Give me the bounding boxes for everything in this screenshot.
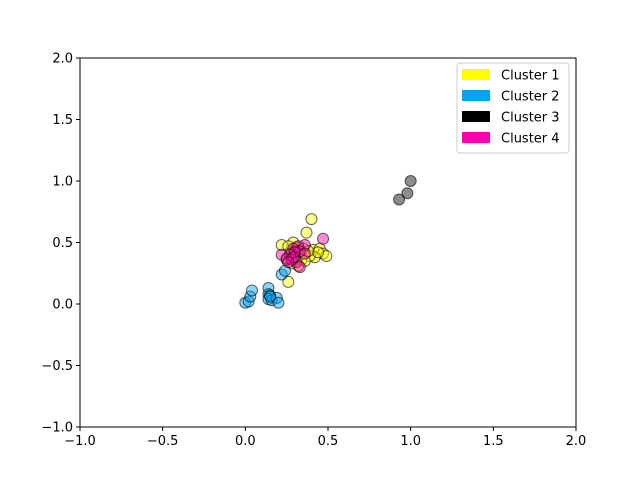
data-point-cluster-1 xyxy=(300,226,313,239)
data-point-cluster-4 xyxy=(298,247,311,260)
legend-swatch-cluster-2 xyxy=(462,90,490,101)
y-tick-label: −1.0 xyxy=(41,421,73,436)
data-point-cluster-2 xyxy=(245,284,258,297)
data-point-cluster-1 xyxy=(312,246,325,259)
y-tick-label: 1.0 xyxy=(52,175,73,190)
points-layer xyxy=(239,175,417,309)
legend-label-cluster-3: Cluster 3 xyxy=(501,111,560,126)
x-tick-label: 1.0 xyxy=(400,434,421,449)
data-point-cluster-2 xyxy=(275,268,288,281)
legend: Cluster 1 Cluster 2 Cluster 3 Cluster 4 xyxy=(456,62,570,154)
legend-swatch-cluster-4 xyxy=(462,132,490,143)
x-tick-label: 0.0 xyxy=(235,434,256,449)
data-point-cluster-4 xyxy=(293,261,306,274)
y-tick-label: 0.5 xyxy=(52,236,73,251)
data-point-cluster-3 xyxy=(404,175,417,187)
y-tick-label: 1.5 xyxy=(52,113,73,128)
x-tick-label: −0.5 xyxy=(147,434,179,449)
axis-layer: −1.0 −0.5 0.0 0.5 1.0 1.5 2.0 −1.0 −0.5 0.0 0.5 1.0… xyxy=(41,52,586,450)
data-point-cluster-1 xyxy=(282,275,295,288)
y-tick-label: 0.0 xyxy=(52,298,73,313)
data-point-cluster-3 xyxy=(401,187,414,200)
data-point-cluster-1 xyxy=(305,213,318,226)
legend-label-cluster-2: Cluster 2 xyxy=(501,90,560,105)
data-point-cluster-4 xyxy=(287,251,300,264)
legend-label-cluster-1: Cluster 1 xyxy=(501,69,560,84)
data-point-cluster-2 xyxy=(264,290,277,303)
legend-swatch-cluster-1 xyxy=(462,69,490,80)
y-tick-label: −0.5 xyxy=(41,359,73,374)
data-point-cluster-4 xyxy=(282,256,295,269)
x-tick-label: 2.0 xyxy=(566,434,587,449)
legend-box xyxy=(456,62,570,154)
legend-label-cluster-4: Cluster 4 xyxy=(501,132,560,147)
data-point-cluster-2 xyxy=(272,296,285,309)
data-point-cluster-3 xyxy=(393,193,406,206)
x-tick-label: 1.5 xyxy=(483,434,504,449)
x-tick-label: −1.0 xyxy=(64,434,96,449)
y-tick-label: 2.0 xyxy=(52,52,73,67)
data-point-cluster-4 xyxy=(317,232,330,245)
legend-swatch-cluster-3 xyxy=(462,111,490,122)
x-tick-label: 0.5 xyxy=(318,434,339,449)
